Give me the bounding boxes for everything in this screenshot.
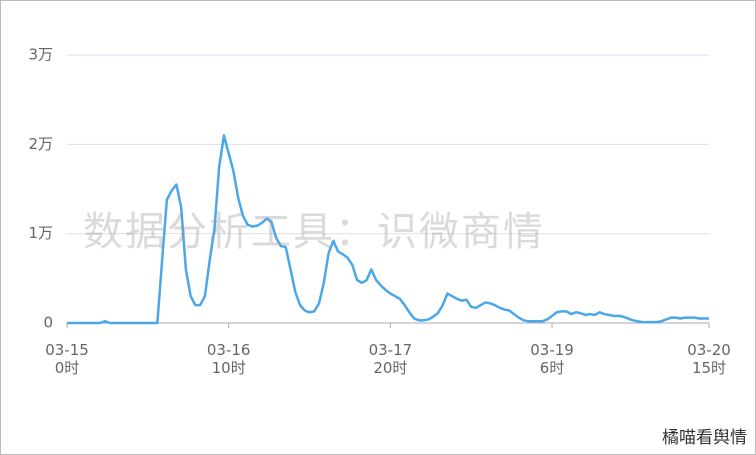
x-tick-label: 03-20 15时 xyxy=(687,341,731,377)
y-tick-label: 2万 xyxy=(28,135,53,153)
y-tick-label: 3万 xyxy=(28,46,53,64)
y-tick-label: 0 xyxy=(43,314,53,332)
watermark: 橘喵看舆情 xyxy=(662,428,747,448)
x-tick-label: 03-15 0时 xyxy=(45,341,89,377)
x-tick-label: 03-16 10时 xyxy=(206,341,251,377)
x-tick-label: 03-17 20时 xyxy=(368,341,413,377)
x-tick-label: 03-19 6时 xyxy=(530,341,574,377)
data-line xyxy=(67,134,709,325)
watermark: 数据分析工具：识微商情 xyxy=(83,209,545,255)
y-tick-label: 1万 xyxy=(28,224,53,242)
